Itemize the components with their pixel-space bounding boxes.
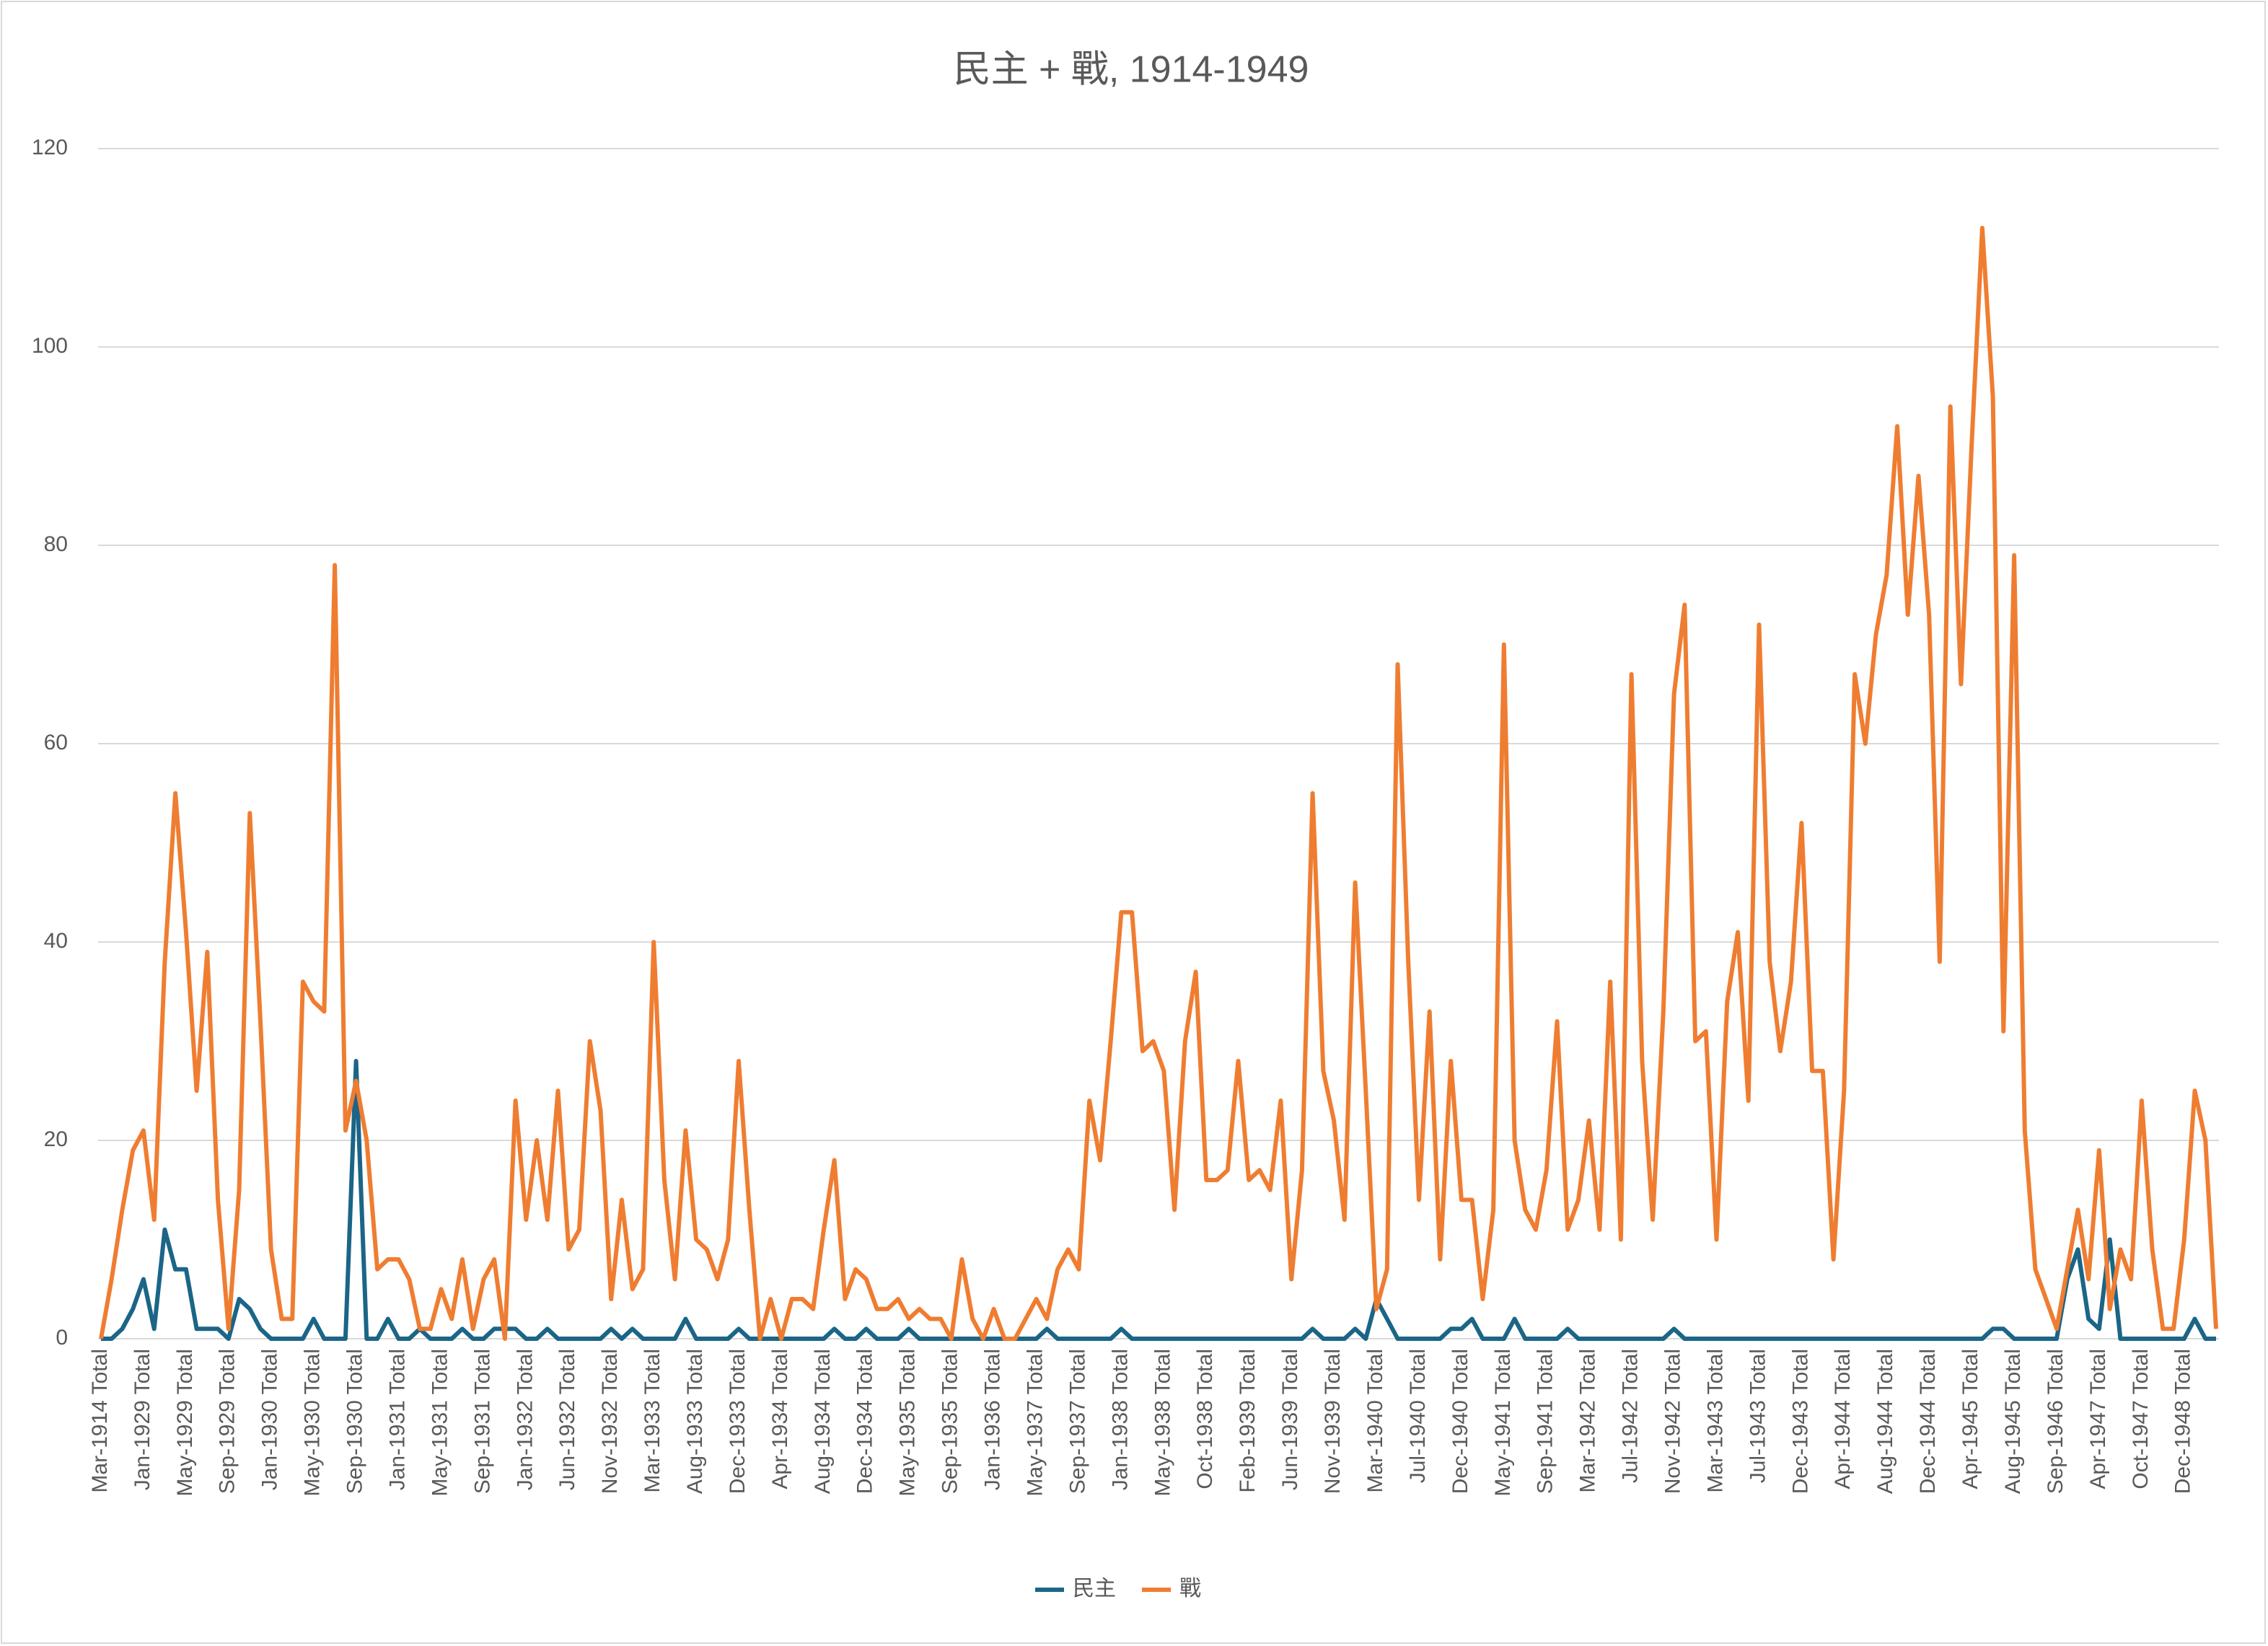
- legend-label: 戰: [1179, 1577, 1201, 1601]
- x-tick-label: Mar-1940 Total: [1363, 1349, 1387, 1493]
- x-tick-label: May-1938 Total: [1151, 1349, 1174, 1497]
- x-tick-label: Jun-1932 Total: [555, 1349, 579, 1490]
- x-tick-label: Feb-1939 Total: [1236, 1349, 1260, 1493]
- x-tick-label: Oct-1947 Total: [2129, 1349, 2153, 1489]
- y-tick-label: 100: [32, 334, 68, 358]
- x-tick-label: Aug-1933 Total: [683, 1349, 707, 1494]
- x-tick-label: Jul-1940 Total: [1406, 1349, 1430, 1483]
- legend-label: 民主: [1073, 1577, 1116, 1601]
- x-tick-label: Apr-1944 Total: [1831, 1349, 1855, 1489]
- x-tick-label: Sep-1935 Total: [939, 1349, 962, 1494]
- x-tick-label: Mar-1942 Total: [1576, 1349, 1600, 1493]
- y-tick-label: 40: [44, 929, 68, 953]
- x-tick-label: Sep-1931 Total: [470, 1349, 494, 1494]
- line-series: [99, 226, 2218, 1341]
- x-tick-label: Sep-1929 Total: [216, 1349, 239, 1494]
- y-tick-label: 20: [44, 1127, 68, 1151]
- x-tick-label: May-1941 Total: [1491, 1349, 1515, 1497]
- x-tick-label: Nov-1942 Total: [1661, 1349, 1685, 1494]
- x-tick-label: Dec-1934 Total: [853, 1349, 877, 1494]
- x-tick-label: Jan-1929 Total: [131, 1349, 154, 1490]
- line-series: [101, 1059, 2216, 1341]
- x-tick-label: Aug-1944 Total: [1873, 1349, 1897, 1494]
- x-tick-label: Aug-1945 Total: [2001, 1349, 2025, 1494]
- x-tick-label: May-1930 Total: [301, 1349, 325, 1497]
- x-tick-label: Apr-1934 Total: [768, 1349, 792, 1489]
- x-tick-label: Nov-1932 Total: [598, 1349, 622, 1494]
- x-tick-label: Dec-1940 Total: [1449, 1349, 1472, 1494]
- x-tick-label: Jan-1938 Total: [1108, 1349, 1132, 1490]
- x-tick-label: Oct-1938 Total: [1193, 1349, 1217, 1489]
- x-tick-label: Sep-1941 Total: [1534, 1349, 1557, 1494]
- x-tick-label: Dec-1944 Total: [1916, 1349, 1940, 1494]
- x-tick-label: Dec-1943 Total: [1788, 1349, 1812, 1494]
- x-tick-label: May-1931 Total: [428, 1349, 452, 1497]
- x-tick-label: Mar-1933 Total: [641, 1349, 664, 1493]
- x-tick-label: Jun-1939 Total: [1278, 1349, 1302, 1490]
- y-tick-label: 60: [44, 731, 68, 754]
- x-tick-label: Mar-1914 Total: [88, 1349, 112, 1493]
- x-tick-label: May-1929 Total: [173, 1349, 197, 1497]
- x-tick-label: Apr-1947 Total: [2086, 1349, 2110, 1489]
- x-tick-label: Jul-1943 Total: [1746, 1349, 1770, 1483]
- x-tick-label: Dec-1933 Total: [726, 1349, 750, 1494]
- x-tick-label: Jul-1942 Total: [1619, 1349, 1643, 1483]
- x-tick-label: May-1937 Total: [1023, 1349, 1047, 1497]
- y-tick-label: 120: [32, 136, 68, 159]
- x-tick-label: Jan-1932 Total: [513, 1349, 537, 1490]
- x-tick-label: Dec-1948 Total: [2171, 1349, 2195, 1494]
- x-tick-label: Sep-1937 Total: [1065, 1349, 1089, 1494]
- x-tick-label: Jan-1936 Total: [981, 1349, 1005, 1490]
- x-tick-label: Apr-1945 Total: [1959, 1349, 1982, 1489]
- x-tick-label: Sep-1946 Total: [2044, 1349, 2067, 1494]
- x-tick-label: Jan-1930 Total: [258, 1349, 282, 1490]
- x-tick-label: Sep-1930 Total: [343, 1349, 367, 1494]
- x-tick-label: Mar-1943 Total: [1703, 1349, 1727, 1493]
- y-tick-label: 0: [56, 1326, 68, 1350]
- x-tick-label: Nov-1939 Total: [1321, 1349, 1345, 1494]
- x-tick-label: Jan-1931 Total: [385, 1349, 409, 1490]
- y-tick-label: 80: [44, 532, 68, 556]
- chart-title: 民主 + 戰, 1914-1949: [954, 49, 1309, 91]
- x-tick-label: Aug-1934 Total: [811, 1349, 835, 1494]
- x-tick-label: May-1935 Total: [896, 1349, 920, 1497]
